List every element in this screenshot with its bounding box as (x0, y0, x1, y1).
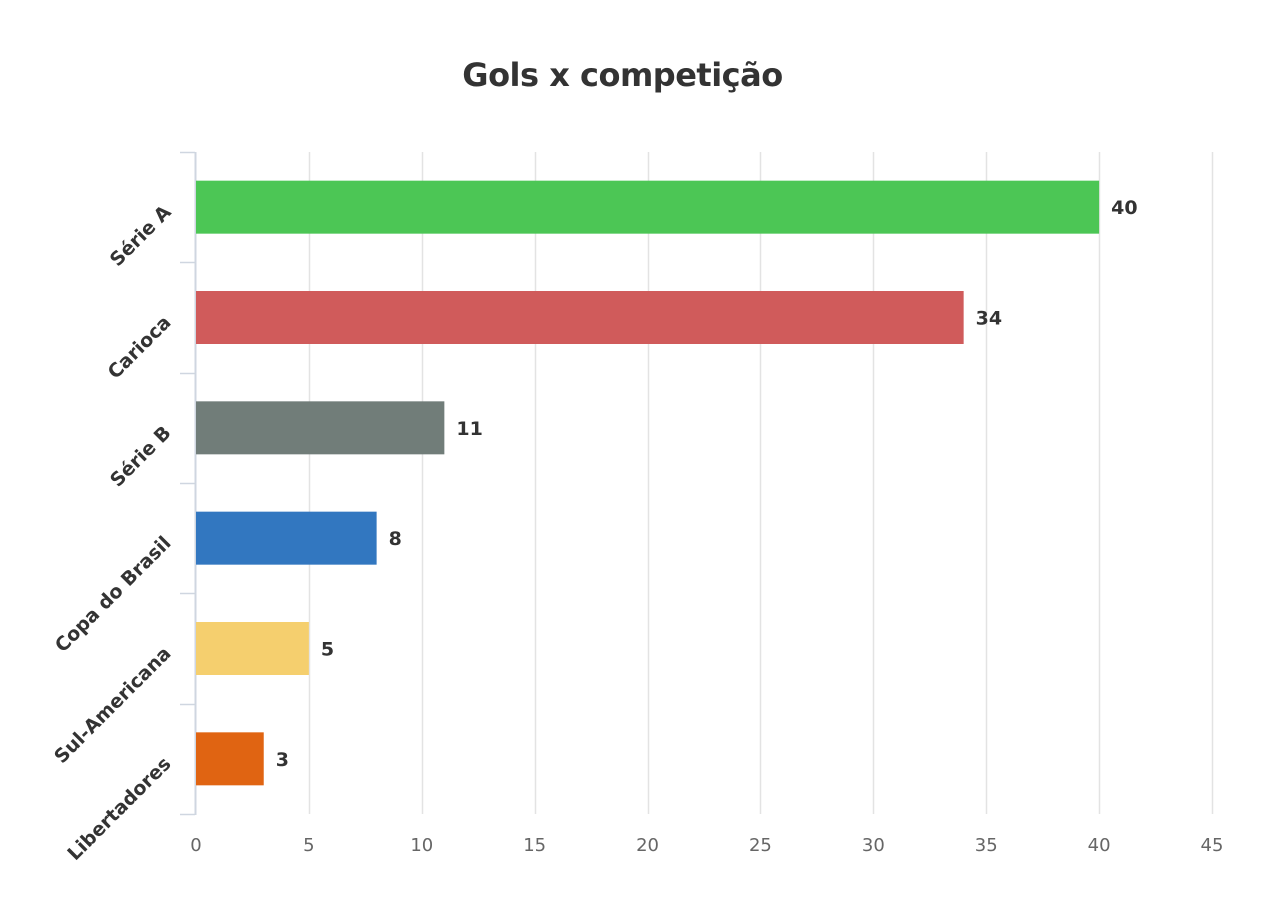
category-label: Sul-Americana (50, 642, 175, 767)
category-label: Carioca (104, 311, 176, 383)
x-tick-label: 15 (523, 835, 546, 856)
chart-title: Gols x competição (462, 56, 783, 94)
category-label: Série A (106, 201, 176, 271)
data-label: 11 (456, 418, 482, 440)
category-label: Série B (106, 422, 176, 492)
bar (196, 622, 309, 675)
x-tick-label: 40 (1088, 835, 1111, 856)
category-label: Copa do Brasil (51, 532, 176, 657)
x-tick-label: 5 (303, 835, 314, 856)
data-label: 40 (1111, 197, 1137, 219)
x-tick-label: 30 (862, 835, 885, 856)
data-label: 8 (389, 528, 402, 550)
bar (196, 180, 1100, 234)
data-label: 5 (321, 639, 334, 661)
bar (196, 401, 445, 455)
bar (196, 511, 377, 565)
data-label: 34 (976, 308, 1002, 330)
x-tick-label: 0 (190, 835, 201, 856)
x-tick-label: 45 (1201, 835, 1224, 856)
x-tick-label: 20 (636, 835, 659, 856)
data-label: 3 (276, 749, 289, 771)
bar (196, 291, 964, 344)
x-tick-label: 35 (975, 835, 998, 856)
x-tick-label: 10 (410, 835, 433, 856)
x-tick-label: 25 (749, 835, 772, 856)
category-label: Libertadores (63, 753, 175, 865)
bar (196, 732, 264, 786)
